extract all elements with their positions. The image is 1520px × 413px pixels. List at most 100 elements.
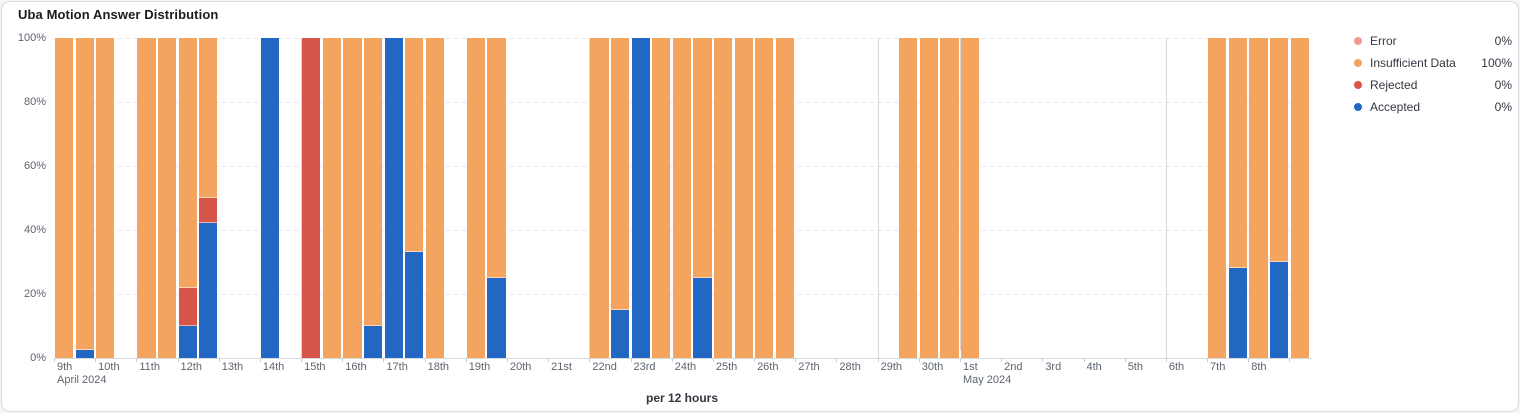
bar-apr-14-am[interactable] [261, 37, 280, 358]
bar-apr-25-pm[interactable] [734, 37, 753, 358]
bar-apr-24-pm[interactable] [693, 37, 712, 358]
x-axis-tick [548, 358, 550, 362]
legend-item-insufficient[interactable]: Insufficient Data 100% [1354, 55, 1512, 71]
x-axis-line [54, 358, 1312, 359]
segment-accepted [1269, 261, 1289, 358]
chart-legend: Error 0% Insufficient Data 100% Rejected 0% Ac… [1354, 33, 1512, 121]
bar-apr-25-am[interactable] [713, 37, 733, 358]
x-axis-tick [877, 358, 879, 362]
bar-apr-24-am[interactable] [672, 37, 691, 358]
bar-apr-19-am[interactable] [466, 37, 486, 358]
bar-apr-16-am[interactable] [343, 37, 362, 358]
chart-title: Uba Motion Answer Distribution [18, 7, 219, 22]
x-axis-label: 29th [880, 361, 903, 373]
bar-apr-26-am[interactable] [755, 37, 774, 358]
bar-apr-23-am[interactable] [631, 37, 650, 358]
bar-may-9-am[interactable] [1290, 37, 1309, 358]
x-axis-tick [424, 358, 426, 362]
bar-apr-9-am[interactable] [55, 37, 74, 358]
bar-apr-18-am[interactable] [425, 37, 444, 358]
week-gridline [1165, 37, 1167, 358]
x-axis-label: 25th [715, 361, 738, 373]
x-axis-label: 24th [674, 361, 697, 373]
bar-apr-11-pm[interactable] [158, 37, 177, 358]
segment-insufficient [590, 37, 609, 358]
x-axis-tick [630, 358, 632, 362]
x-axis-label: 23rd [633, 361, 656, 373]
x-axis-tick [136, 358, 138, 362]
x-axis-label: 9th [57, 361, 73, 373]
bar-apr-23-pm[interactable] [652, 37, 671, 358]
x-axis-month-label: April 2024 [57, 374, 107, 386]
segment-insufficient [652, 37, 671, 358]
bar-apr-22-pm[interactable] [611, 37, 630, 358]
x-axis-tick [1083, 358, 1085, 362]
bar-apr-22-am[interactable] [590, 37, 609, 358]
bar-apr-29-pm[interactable] [899, 37, 918, 358]
legend-color-dot [1354, 59, 1362, 67]
legend-item-error[interactable]: Error 0% [1354, 33, 1512, 49]
segment-insufficient [75, 37, 94, 350]
bar-apr-15-pm[interactable] [322, 37, 341, 358]
segment-accepted [1228, 268, 1247, 358]
bar-apr-30-am[interactable] [919, 37, 939, 358]
segment-insufficient [158, 37, 177, 358]
segment-insufficient [713, 37, 733, 358]
segment-insufficient [343, 37, 362, 358]
x-axis-tick [1207, 358, 1209, 362]
bar-apr-17-am[interactable] [384, 37, 403, 358]
bar-may-7-am[interactable] [1208, 37, 1227, 358]
segment-insufficient [405, 37, 424, 253]
x-axis-tick [342, 358, 344, 362]
segment-insufficient [693, 37, 712, 278]
x-axis-label: 6th [1168, 361, 1185, 373]
legend-item-accepted[interactable]: Accepted 0% [1354, 99, 1512, 115]
segment-insufficient [466, 37, 486, 358]
x-axis-label: 13th [221, 361, 244, 373]
bar-may-7-pm[interactable] [1228, 37, 1247, 358]
x-axis-tick [712, 358, 714, 362]
x-axis-label: 8th [1251, 361, 1267, 373]
y-axis-label: 80% [23, 95, 46, 108]
legend-label: Rejected [1370, 78, 1418, 92]
x-axis-tick [465, 358, 467, 362]
x-axis-month-label: May 2024 [962, 374, 1012, 386]
legend-label: Insufficient Data [1370, 56, 1456, 70]
bar-may-8-pm[interactable] [1269, 37, 1289, 358]
segment-accepted [611, 309, 630, 358]
bar-apr-26-pm[interactable] [775, 37, 794, 358]
x-axis-label: 19th [468, 361, 491, 373]
week-gridline [589, 37, 591, 358]
segment-insufficient [322, 37, 341, 358]
bar-apr-15-am[interactable] [302, 37, 321, 358]
bar-apr-10-am[interactable] [96, 37, 115, 358]
x-axis-tick [589, 358, 591, 362]
bar-may-8-am[interactable] [1249, 37, 1268, 358]
bar-apr-17-pm[interactable] [405, 37, 424, 358]
segment-accepted [363, 325, 383, 358]
legend-label: Error [1370, 34, 1397, 48]
bar-apr-9-pm[interactable] [75, 37, 94, 358]
bar-apr-19-pm[interactable] [487, 37, 506, 358]
x-axis-tick [959, 358, 961, 362]
x-axis-tick [218, 358, 220, 362]
segment-insufficient [1208, 37, 1227, 358]
x-axis-tick [1124, 358, 1126, 362]
bar-apr-11-am[interactable] [137, 37, 156, 358]
legend-color-dot [1354, 81, 1362, 89]
bar-may-1-am[interactable] [961, 37, 980, 358]
x-axis-tick [1001, 358, 1003, 362]
bar-apr-12-am[interactable] [178, 37, 197, 358]
bar-apr-12-pm[interactable] [199, 37, 218, 358]
bar-apr-16-pm[interactable] [363, 37, 383, 358]
legend-item-rejected[interactable]: Rejected 0% [1354, 77, 1512, 93]
legend-color-dot [1354, 37, 1362, 45]
month-boundary-line [959, 37, 961, 350]
segment-insufficient [1290, 37, 1309, 358]
segment-accepted [405, 252, 424, 358]
x-axis-label: 3rd [1045, 361, 1062, 373]
bar-apr-30-pm[interactable] [940, 37, 959, 358]
segment-insufficient [199, 37, 218, 198]
